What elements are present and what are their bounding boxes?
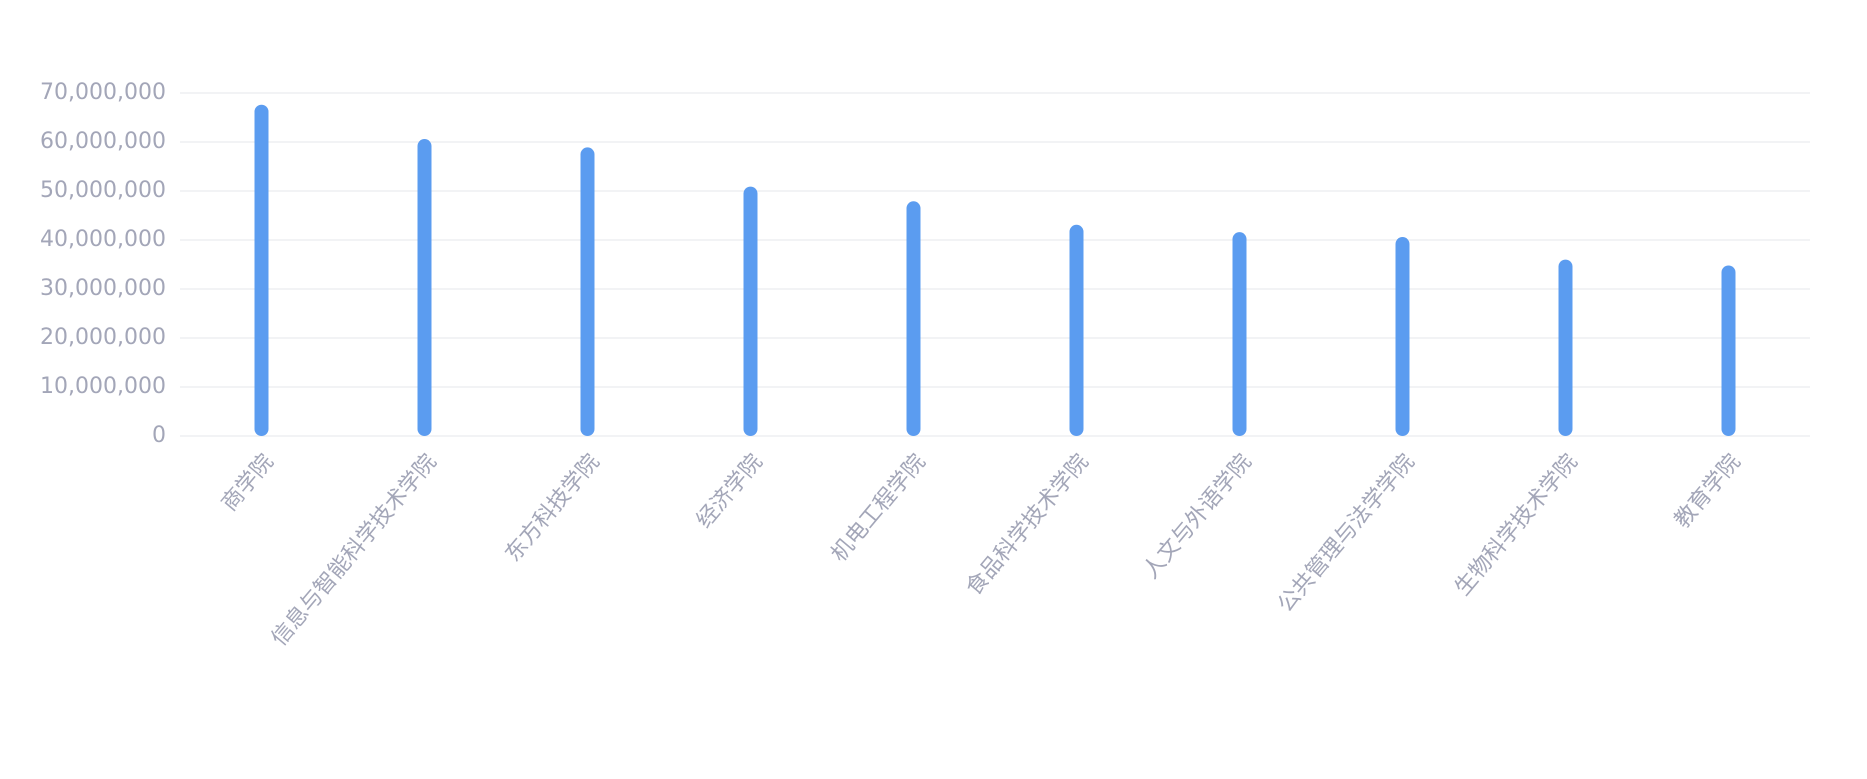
y-tick-label: 70,000,000 xyxy=(40,80,166,105)
bar xyxy=(580,147,595,436)
bar xyxy=(417,139,432,436)
x-tick-label: 公共管理与法学学院 xyxy=(1273,450,1419,618)
y-tick-label: 40,000,000 xyxy=(40,227,166,252)
x-tick-label: 生物科学技术学院 xyxy=(1450,450,1582,601)
bar xyxy=(906,201,921,436)
x-tick-label: 东方科技学院 xyxy=(501,450,605,567)
x-tick-label: 商学院 xyxy=(217,450,279,517)
bar xyxy=(1232,232,1247,436)
bar xyxy=(743,186,758,436)
x-tick-label: 信息与智能科学技术学院 xyxy=(267,450,442,651)
y-tick-label: 20,000,000 xyxy=(40,325,166,350)
x-tick-label: 食品科学技术学院 xyxy=(961,450,1093,601)
bar xyxy=(1721,265,1736,436)
bar xyxy=(1069,224,1084,436)
x-tick-label: 人文与外语学院 xyxy=(1139,450,1257,584)
y-tick-label: 10,000,000 xyxy=(40,374,166,399)
x-tick-label: 教育学院 xyxy=(1670,450,1746,533)
y-tick-label: 60,000,000 xyxy=(40,129,166,154)
y-tick-label: 0 xyxy=(152,423,166,448)
bar xyxy=(1395,237,1410,436)
bar xyxy=(1558,259,1573,436)
x-tick-label: 机电工程学院 xyxy=(827,450,931,567)
y-tick-label: 30,000,000 xyxy=(40,276,166,301)
bar xyxy=(254,104,269,436)
y-tick-label: 50,000,000 xyxy=(40,178,166,203)
x-tick-label: 经济学院 xyxy=(692,450,768,533)
